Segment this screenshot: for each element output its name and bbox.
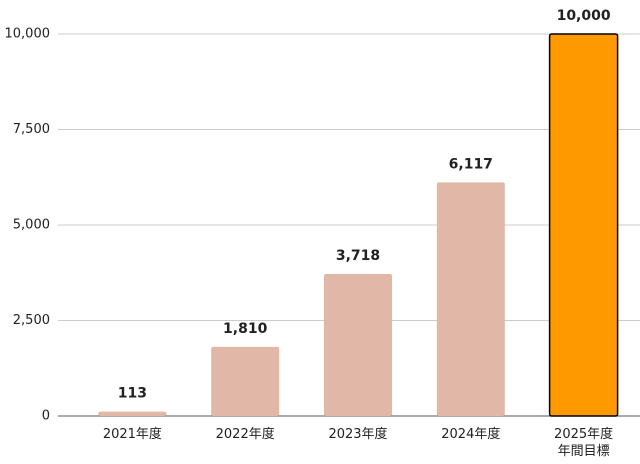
x-tick-label: 2021年度 xyxy=(102,427,162,442)
bar xyxy=(324,273,392,416)
x-tick-label: 2023年度 xyxy=(328,427,388,442)
y-tick-label: 0 xyxy=(42,409,50,424)
value-label: 113 xyxy=(118,386,147,402)
y-tick-label: 7,500 xyxy=(13,122,50,137)
bar xyxy=(548,33,619,417)
y-tick-label: 5,000 xyxy=(13,218,50,233)
x-tick-label: 2024年度 xyxy=(441,427,501,442)
bar xyxy=(98,411,167,416)
y-tick-label: 2,500 xyxy=(13,313,50,328)
bar xyxy=(436,182,505,416)
y-tick-label: 10,000 xyxy=(5,27,51,42)
value-label: 10,000 xyxy=(557,8,611,24)
value-label: 6,117 xyxy=(449,156,493,172)
x-tick-label: 2022年度 xyxy=(215,427,275,442)
bar xyxy=(211,346,280,416)
value-label: 3,718 xyxy=(336,248,380,264)
value-label: 1,810 xyxy=(223,321,268,337)
x-tick-label: 2025年度 年間目標 xyxy=(554,427,614,459)
